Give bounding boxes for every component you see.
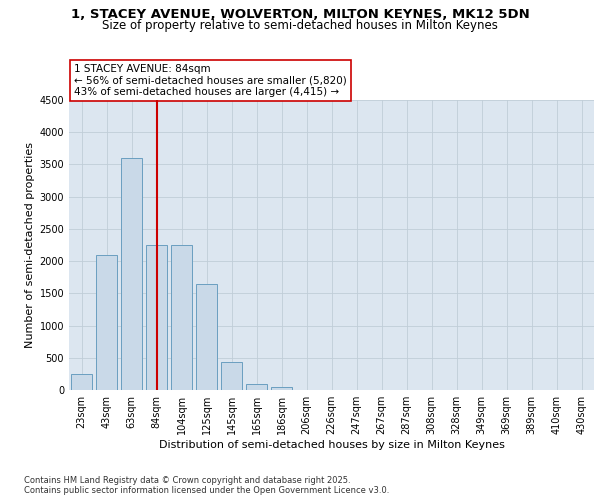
Y-axis label: Number of semi-detached properties: Number of semi-detached properties <box>25 142 35 348</box>
Bar <box>96 254 117 390</box>
X-axis label: Distribution of semi-detached houses by size in Milton Keynes: Distribution of semi-detached houses by … <box>158 440 505 450</box>
Text: 1 STACEY AVENUE: 84sqm
← 56% of semi-detached houses are smaller (5,820)
43% of : 1 STACEY AVENUE: 84sqm ← 56% of semi-det… <box>74 64 347 97</box>
Text: Contains HM Land Registry data © Crown copyright and database right 2025.
Contai: Contains HM Land Registry data © Crown c… <box>24 476 389 495</box>
Bar <box>171 245 192 390</box>
Text: Size of property relative to semi-detached houses in Milton Keynes: Size of property relative to semi-detach… <box>102 18 498 32</box>
Text: 1, STACEY AVENUE, WOLVERTON, MILTON KEYNES, MK12 5DN: 1, STACEY AVENUE, WOLVERTON, MILTON KEYN… <box>71 8 529 20</box>
Bar <box>246 384 267 390</box>
Bar <box>146 245 167 390</box>
Bar <box>271 387 292 390</box>
Bar <box>71 374 92 390</box>
Bar <box>221 362 242 390</box>
Bar <box>121 158 142 390</box>
Bar <box>196 284 217 390</box>
